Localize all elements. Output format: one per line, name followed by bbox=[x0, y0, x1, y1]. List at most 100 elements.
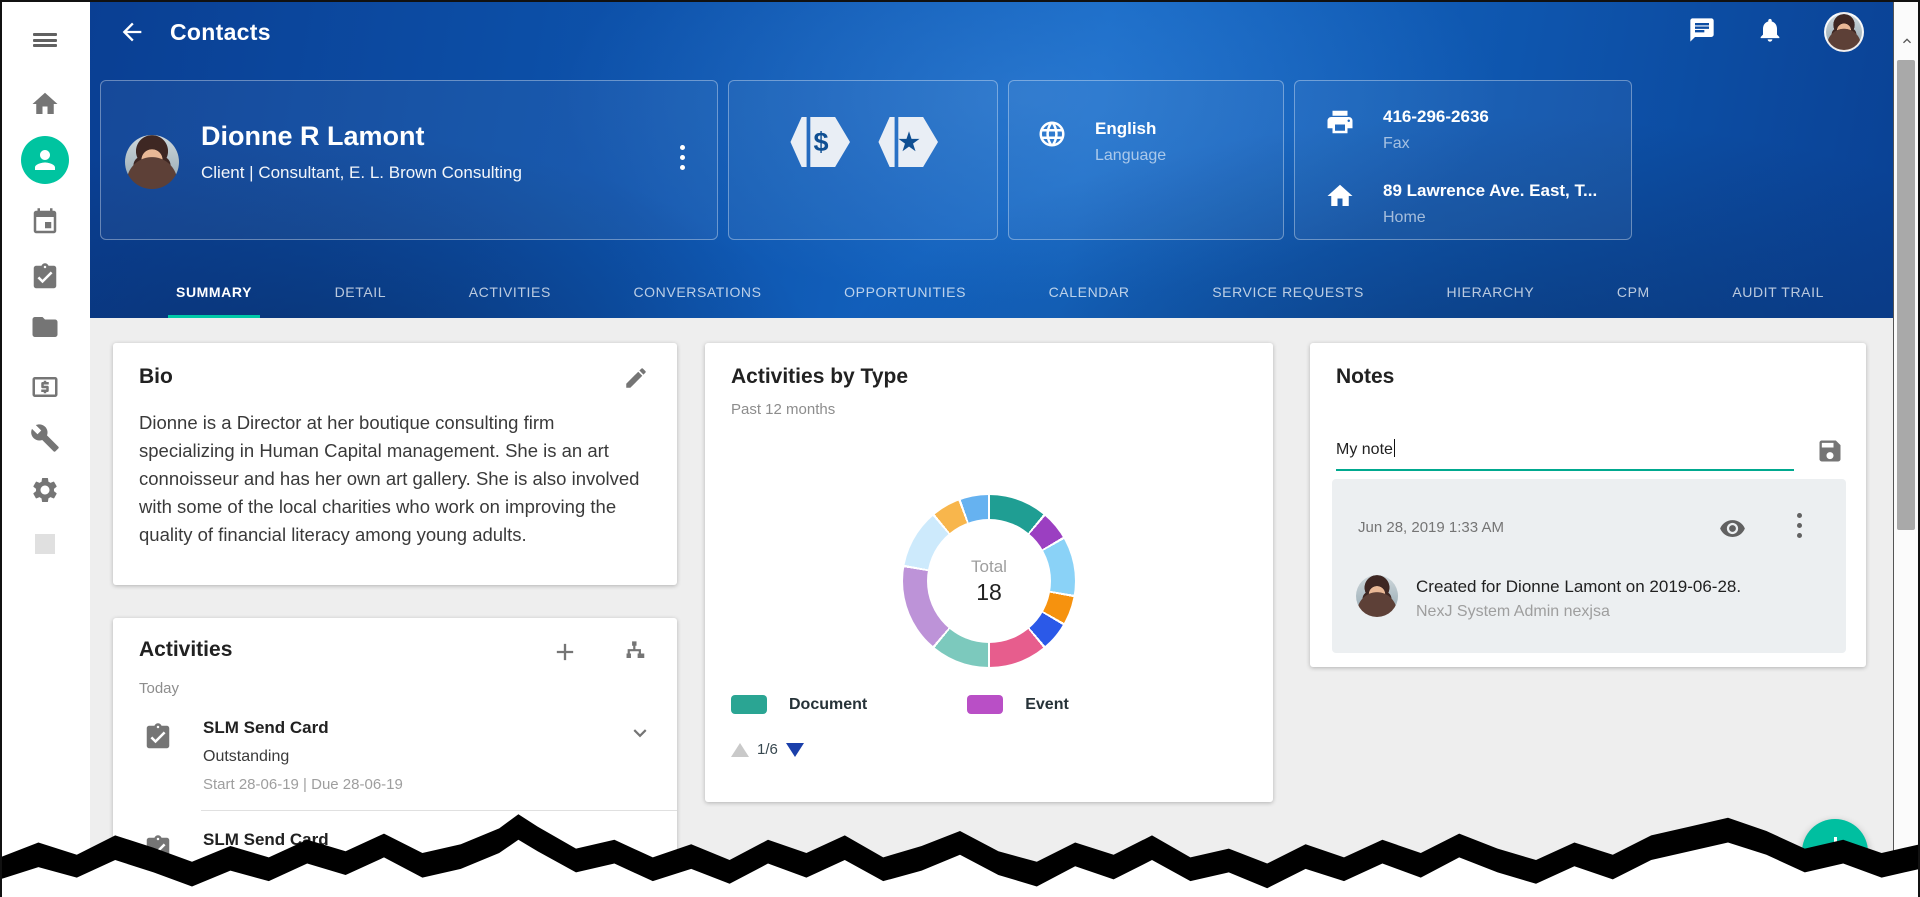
tab-service-requests[interactable]: SERVICE REQUESTS bbox=[1212, 283, 1364, 300]
save-note-icon[interactable] bbox=[1816, 437, 1844, 465]
donut-total-value: 18 bbox=[976, 578, 1002, 605]
notes-card: Notes My note .. Jun 28, 2019 1:33 AM Cr… bbox=[1310, 343, 1866, 667]
add-fab-button[interactable] bbox=[1802, 819, 1868, 885]
dollar-badge-icon[interactable]: $ bbox=[788, 117, 850, 167]
language-label: Language bbox=[1095, 147, 1167, 164]
fax-label: Fax bbox=[1383, 135, 1410, 152]
printer-icon bbox=[1327, 110, 1353, 134]
legend-pager: 1/6 bbox=[731, 741, 804, 758]
note-more-icon[interactable] bbox=[1797, 513, 1802, 538]
tools-icon[interactable] bbox=[0, 414, 90, 462]
notes-title: Notes bbox=[1336, 365, 1395, 388]
task-check-icon bbox=[143, 834, 173, 864]
activity-item-title[interactable]: SLM Send Card bbox=[203, 830, 329, 849]
contact-name: Dionne R Lamont bbox=[201, 121, 425, 151]
tasks-icon[interactable] bbox=[0, 253, 90, 301]
legend-item-event[interactable]: Event bbox=[967, 695, 1069, 714]
home-address-icon bbox=[1327, 184, 1353, 206]
contact-summary-card[interactable]: Dionne R Lamont Client | Consultant, E. … bbox=[100, 80, 718, 240]
settings-icon[interactable] bbox=[0, 466, 90, 514]
tab-audit-trail[interactable]: AUDIT TRAIL bbox=[1732, 283, 1824, 300]
chart-subtitle: Past 12 months bbox=[731, 401, 836, 418]
contact-banner: Contacts Dionne R Lamont Client | Consul… bbox=[90, 0, 1894, 318]
home-icon[interactable] bbox=[0, 80, 90, 128]
bio-card: Bio Dionne is a Director at her boutique… bbox=[113, 343, 677, 585]
donut-total-label: Total bbox=[971, 556, 1007, 576]
scrollbar-thumb[interactable] bbox=[1897, 60, 1915, 530]
chart-title: Activities by Type bbox=[731, 365, 909, 388]
legend-label: Event bbox=[1025, 695, 1069, 713]
pager-up-icon[interactable] bbox=[731, 742, 749, 757]
left-nav-sidebar bbox=[0, 0, 90, 897]
chevron-down-icon[interactable] bbox=[627, 720, 653, 746]
back-arrow-icon[interactable] bbox=[112, 12, 152, 52]
bell-icon[interactable] bbox=[1756, 16, 1784, 49]
page-scrollbar[interactable] bbox=[1893, 0, 1920, 897]
donut-center: Total 18 bbox=[927, 519, 1051, 643]
documents-icon[interactable] bbox=[0, 303, 90, 351]
summary-content: Bio Dionne is a Director at her boutique… bbox=[90, 318, 1894, 897]
tab-hierarchy[interactable]: HIERARCHY bbox=[1446, 283, 1535, 300]
contacts-icon[interactable] bbox=[0, 134, 90, 186]
tab-cpm[interactable]: CPM bbox=[1616, 283, 1650, 300]
chart-legend: Document Event bbox=[731, 695, 1069, 714]
legend-item-document[interactable]: Document bbox=[731, 695, 867, 714]
pager-text: 1/6 bbox=[757, 741, 778, 758]
activities-group-label: Today bbox=[139, 680, 180, 697]
pager-down-icon[interactable] bbox=[785, 742, 804, 757]
tab-conversations[interactable]: CONVERSATIONS bbox=[633, 283, 762, 300]
language-value: English bbox=[1095, 119, 1157, 138]
menu-icon[interactable] bbox=[0, 16, 90, 64]
note-timestamp: Jun 28, 2019 1:33 AM bbox=[1358, 519, 1504, 536]
bio-title: Bio bbox=[139, 365, 173, 388]
edit-pencil-icon[interactable] bbox=[623, 365, 649, 391]
activity-item-dates: Start 28-06-19 | Due 28-06-19 bbox=[203, 776, 403, 793]
tab-activities[interactable]: ACTIVITIES bbox=[468, 283, 551, 300]
activity-item-status: Outstanding bbox=[203, 748, 290, 765]
calendar-icon[interactable] bbox=[0, 198, 90, 246]
more-module-icon[interactable] bbox=[0, 520, 90, 568]
text-caret bbox=[1393, 439, 1396, 457]
phone-address-card[interactable]: 416-296-2636 Fax 89 Lawrence Ave. East, … bbox=[1294, 80, 1632, 240]
badges-card[interactable]: $ ★ bbox=[728, 80, 998, 240]
divider bbox=[201, 810, 677, 811]
tab-opportunities[interactable]: OPPORTUNITIES bbox=[844, 283, 967, 300]
activity-item-title[interactable]: SLM Send Card bbox=[203, 718, 329, 737]
hierarchy-view-icon[interactable] bbox=[621, 638, 649, 666]
tab-calendar[interactable]: CALENDAR bbox=[1048, 283, 1130, 300]
scrollbar-up-icon[interactable] bbox=[1894, 26, 1920, 56]
activities-by-type-card: Activities by Type Past 12 months Total … bbox=[705, 343, 1273, 802]
language-card[interactable]: English Language bbox=[1008, 80, 1284, 240]
tab-detail[interactable]: DETAIL bbox=[334, 283, 387, 300]
chat-icon[interactable] bbox=[1688, 16, 1716, 49]
contact-photo bbox=[125, 135, 179, 189]
contacts-active-bubble bbox=[21, 136, 69, 184]
address-value: 89 Lawrence Ave. East, T... bbox=[1383, 181, 1598, 200]
note-input-value: My note bbox=[1336, 441, 1393, 458]
add-activity-icon[interactable] bbox=[551, 638, 579, 666]
contact-more-icon[interactable] bbox=[680, 145, 685, 170]
legend-swatch bbox=[731, 695, 767, 714]
legend-label: Document bbox=[789, 695, 868, 713]
star-glyph: ★ bbox=[898, 128, 920, 156]
task-check-icon bbox=[143, 722, 173, 752]
page-title: Contacts bbox=[170, 18, 271, 45]
fax-value: 416-296-2636 bbox=[1383, 107, 1489, 126]
eye-icon[interactable] bbox=[1719, 515, 1746, 542]
note-author-avatar bbox=[1356, 575, 1398, 617]
note-entry[interactable]: Jun 28, 2019 1:33 AM Created for Dionne … bbox=[1332, 479, 1846, 653]
bio-text: Dionne is a Director at her boutique con… bbox=[139, 412, 640, 545]
donut-chart[interactable]: Total 18 bbox=[903, 495, 1075, 667]
note-author: NexJ System Admin nexjsa bbox=[1416, 603, 1610, 620]
note-text: Created for Dionne Lamont on 2019-06-28. bbox=[1416, 577, 1742, 596]
contact-tabs: SUMMARY DETAIL ACTIVITIES CONVERSATIONS … bbox=[136, 265, 1874, 318]
contact-subtitle: Client | Consultant, E. L. Brown Consult… bbox=[201, 163, 522, 182]
dollar-glyph: $ bbox=[813, 126, 829, 157]
note-input[interactable]: My note bbox=[1336, 439, 1794, 471]
billing-icon[interactable] bbox=[0, 363, 90, 411]
legend-swatch bbox=[967, 695, 1004, 714]
star-badge-icon[interactable]: ★ bbox=[876, 117, 938, 167]
user-avatar[interactable] bbox=[1824, 12, 1864, 52]
tab-summary[interactable]: SUMMARY bbox=[166, 265, 262, 318]
